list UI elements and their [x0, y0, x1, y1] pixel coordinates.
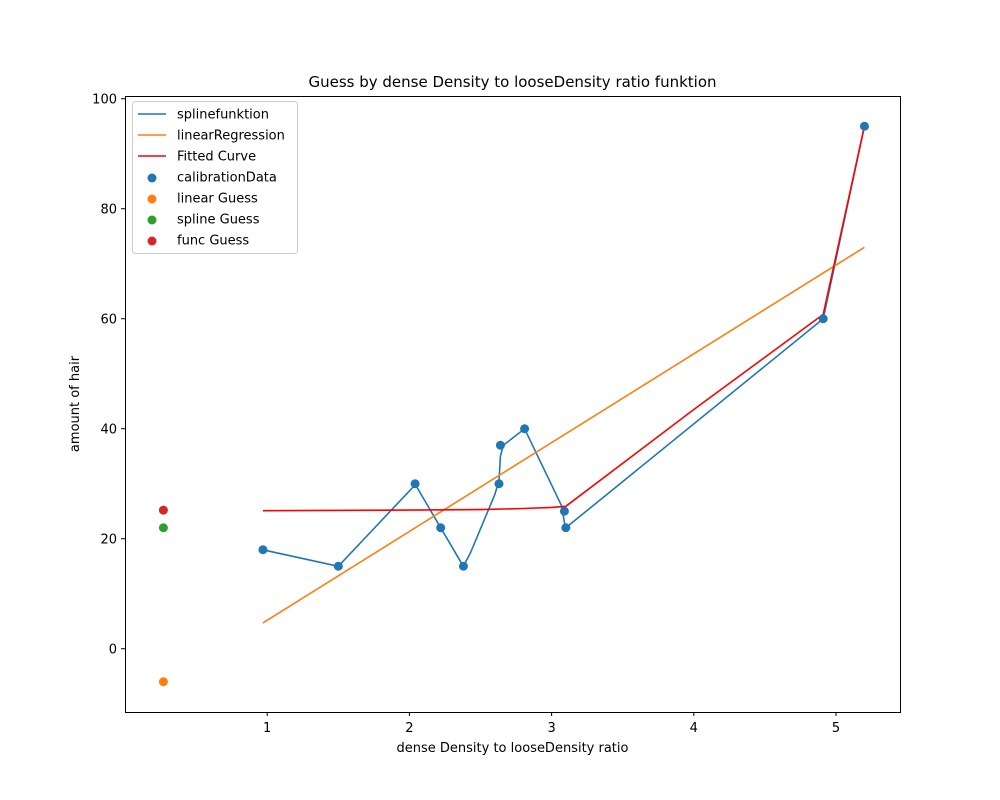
- x-tick-label: 2: [405, 721, 413, 736]
- legend-label: calibrationData: [177, 171, 277, 186]
- y-axis-label: amount of hair: [68, 355, 83, 452]
- y-tick-label: 0: [109, 642, 117, 657]
- chart-title: Guess by dense Density to looseDensity r…: [308, 73, 716, 91]
- legend-label: linear Guess: [177, 192, 258, 207]
- x-axis-label: dense Density to looseDensity ratio: [397, 741, 629, 756]
- legend-swatch-marker: [147, 194, 157, 204]
- data-point-calibrationdata: [859, 121, 869, 131]
- y-tick-label: 20: [100, 532, 117, 547]
- data-point-spline-guess: [158, 523, 168, 533]
- data-point-calibrationdata: [258, 545, 268, 555]
- y-tick-label: 60: [100, 312, 117, 327]
- series-line-fitted-curve: [262, 126, 866, 512]
- data-point-calibrationdata: [410, 479, 420, 489]
- data-point-calibrationdata: [495, 440, 505, 450]
- legend: splinefunktion linearRegression Fitted Cur…: [132, 101, 298, 254]
- legend-swatch-marker: [147, 236, 157, 246]
- data-point-calibrationdata: [818, 314, 828, 324]
- data-point-calibrationdata: [520, 424, 530, 434]
- legend-label: spline Guess: [177, 213, 260, 228]
- data-point-calibrationdata: [436, 523, 446, 533]
- series-layer: [158, 121, 869, 687]
- x-tick-label: 5: [832, 721, 840, 736]
- series-line-linearregression: [262, 246, 865, 624]
- legend-label: linearRegression: [177, 129, 285, 144]
- legend-frame: [132, 101, 298, 254]
- data-point-func-guess: [158, 505, 168, 515]
- legend-label: splinefunktion: [177, 108, 269, 123]
- data-point-calibrationdata: [494, 479, 504, 489]
- legend-label: func Guess: [177, 234, 249, 249]
- data-point-calibrationdata: [561, 523, 571, 533]
- axis-ticks: 1 2 3 4 5 0 20 40 60 80 100: [92, 92, 840, 736]
- data-point-calibrationdata: [333, 561, 343, 571]
- y-tick-label: 80: [100, 202, 117, 217]
- x-tick-label: 3: [547, 721, 555, 736]
- x-tick-label: 4: [690, 721, 698, 736]
- legend-swatch-marker: [147, 173, 157, 183]
- legend-swatch-marker: [147, 215, 157, 225]
- x-tick-label: 1: [263, 721, 271, 736]
- legend-label: Fitted Curve: [177, 150, 256, 165]
- y-tick-label: 40: [100, 422, 117, 437]
- data-point-linear-guess: [158, 677, 168, 687]
- legend-entries: splinefunktion linearRegression Fitted Cur…: [138, 108, 285, 249]
- data-point-calibrationdata: [458, 561, 468, 571]
- data-point-calibrationdata: [559, 506, 569, 516]
- plot-area-frame: [125, 96, 901, 713]
- y-tick-label: 100: [92, 92, 117, 107]
